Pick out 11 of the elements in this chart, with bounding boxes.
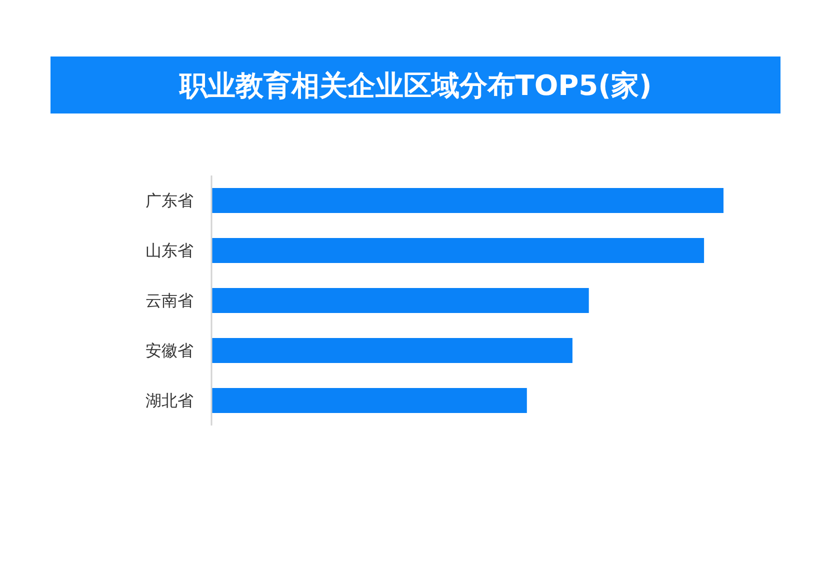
y-tick-label: 山东省 (146, 241, 194, 260)
y-tick-label: 湖北省 (146, 391, 194, 410)
bar (212, 288, 589, 313)
chart-title: 职业教育相关企业区域分布TOP5(家) (178, 69, 652, 102)
bar (212, 188, 724, 213)
y-tick-label: 云南省 (146, 291, 194, 310)
bar (212, 388, 527, 413)
bar (212, 338, 572, 363)
y-tick-label: 广东省 (146, 191, 194, 210)
y-tick-label: 安徽省 (146, 341, 194, 360)
bar (212, 238, 704, 263)
